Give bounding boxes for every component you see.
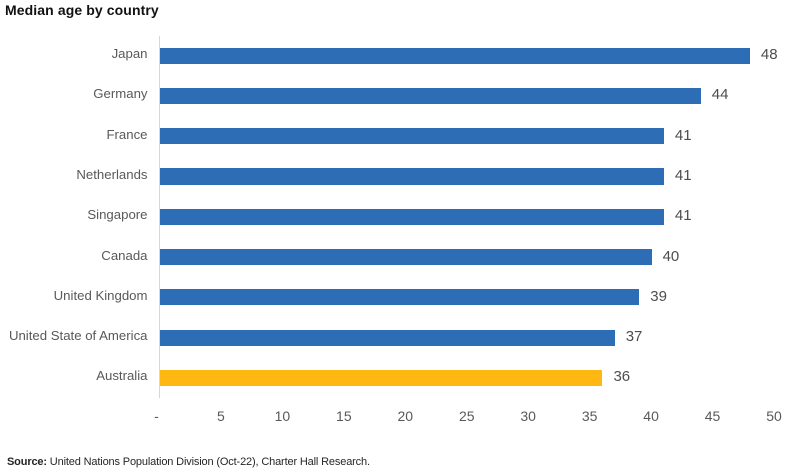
chart-title: Median age by country bbox=[5, 1, 159, 18]
category-label: Netherlands bbox=[76, 166, 148, 182]
x-axis-tick-label: 50 bbox=[766, 407, 782, 424]
bar-singapore bbox=[160, 208, 664, 225]
x-axis-tick-label: 10 bbox=[274, 407, 291, 424]
bar-canada bbox=[160, 248, 652, 266]
source-text: United Nations Population Division (Oct-… bbox=[46, 456, 370, 468]
source-note: Source: United Nations Population Divisi… bbox=[7, 456, 370, 468]
category-label: Canada bbox=[101, 247, 148, 263]
x-axis-tick-label: - bbox=[154, 407, 159, 424]
x-axis-tick-label: 25 bbox=[458, 407, 475, 424]
value-label: 41 bbox=[674, 207, 692, 225]
bar-netherlands bbox=[160, 168, 664, 185]
category-label: Australia bbox=[96, 368, 148, 384]
x-axis-tick-label: 30 bbox=[520, 407, 536, 424]
category-label: Germany bbox=[93, 86, 148, 102]
value-label: 36 bbox=[613, 368, 631, 386]
value-label: 39 bbox=[650, 287, 667, 305]
x-axis-tick-label: 40 bbox=[643, 407, 659, 424]
x-axis-tick-label: 35 bbox=[581, 407, 598, 424]
category-label: France bbox=[106, 126, 148, 142]
x-axis-tick-label: 15 bbox=[336, 407, 352, 424]
value-label: 37 bbox=[625, 328, 643, 346]
category-label: Singapore bbox=[87, 207, 148, 223]
bar-australia bbox=[160, 369, 603, 386]
value-label: 48 bbox=[760, 46, 778, 64]
source-label: Source: bbox=[7, 456, 47, 468]
bar-japan bbox=[160, 47, 750, 64]
bar-united-state-of-america bbox=[160, 329, 615, 346]
x-axis-tick-label: 45 bbox=[704, 407, 721, 424]
x-axis-tick-label: 5 bbox=[217, 407, 225, 424]
y-axis-line bbox=[159, 35, 160, 398]
value-label: 44 bbox=[711, 86, 729, 104]
value-label: 41 bbox=[674, 166, 692, 184]
bar-france bbox=[160, 128, 664, 145]
category-label: United Kingdom bbox=[53, 287, 148, 303]
category-label: United State of America bbox=[8, 328, 148, 344]
bar-united-kingdom bbox=[160, 289, 640, 306]
x-axis-tick-label: 20 bbox=[397, 407, 414, 424]
value-label: 41 bbox=[674, 126, 692, 144]
category-label: Japan bbox=[111, 46, 148, 62]
value-label: 40 bbox=[662, 247, 680, 265]
bar-germany bbox=[160, 87, 701, 104]
